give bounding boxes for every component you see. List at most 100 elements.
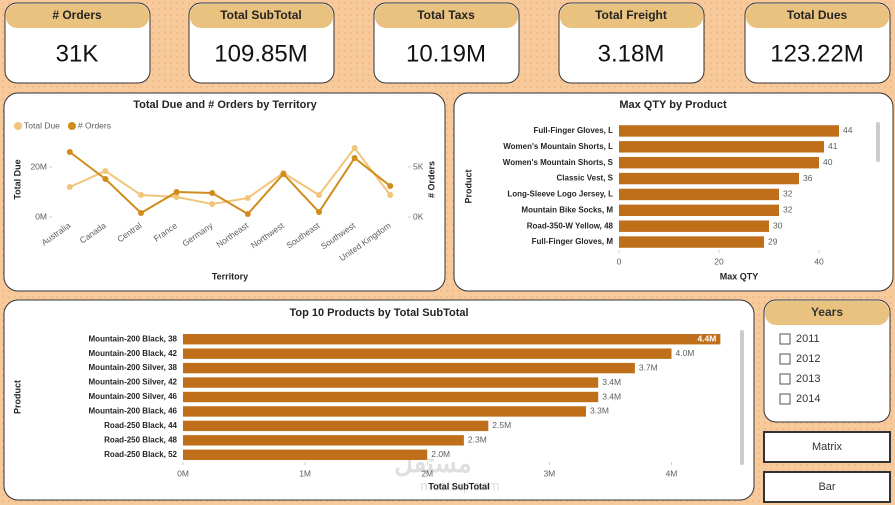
chart-title: Max QTY by Product: [619, 99, 727, 111]
slicer-item[interactable]: 2013: [796, 373, 820, 385]
x-tick-label: 0: [617, 256, 622, 266]
card-title: Total Freight: [595, 8, 667, 22]
y-tick-label: Women's Mountain Shorts, L: [503, 142, 613, 151]
y-tick-label: Classic Vest, S: [557, 174, 614, 183]
checkbox[interactable]: [779, 353, 791, 365]
x-tick-label: 0M: [177, 468, 189, 478]
data-label: 32: [783, 189, 793, 199]
y-tick-label: Road-250 Black, 48: [104, 435, 177, 444]
data-label: 3.4M: [602, 391, 621, 401]
data-label: 3.4M: [602, 377, 621, 387]
slicer-item[interactable]: 2011: [796, 333, 820, 345]
y-tick-label: Road-250 Black, 44: [104, 421, 177, 430]
slicer-title: Years: [811, 305, 843, 319]
card-value: 31K: [56, 40, 99, 67]
data-label: 41: [828, 141, 838, 151]
y-tick-label: Mountain-200 Silver, 42: [89, 378, 178, 387]
bar: [183, 362, 635, 374]
card-title: Total Dues: [787, 8, 848, 22]
bar: [183, 449, 428, 460]
button-label[interactable]: Bar: [818, 481, 835, 493]
point: [387, 183, 394, 189]
card-value: 109.85M: [214, 40, 307, 67]
x-axis-label: Territory: [212, 271, 248, 281]
checkbox[interactable]: [779, 393, 791, 405]
checkbox[interactable]: [779, 373, 791, 385]
card-value: 10.19M: [406, 40, 486, 67]
point: [316, 192, 322, 198]
button[interactable]: [763, 431, 891, 463]
point: [138, 192, 144, 198]
bar: [619, 172, 799, 185]
checkbox[interactable]: [779, 333, 791, 345]
card-header: [560, 4, 703, 28]
y2-tick-label: 5K: [413, 161, 424, 171]
point: [173, 194, 180, 200]
data-label: 2.5M: [492, 420, 511, 430]
y-tick-label: Mountain-200 Black, 46: [89, 407, 178, 416]
bar: [619, 204, 779, 217]
x-tick-label: 3M: [543, 468, 555, 478]
button[interactable]: [763, 471, 891, 503]
legend-label: # Orders: [78, 120, 111, 130]
data-label: 4.0M: [675, 348, 694, 358]
card-title: Total Taxs: [417, 8, 475, 22]
slicer-item[interactable]: 2012: [796, 353, 820, 365]
data-label: 3.3M: [590, 406, 609, 416]
chart-title: Total Due and # Orders by Territory: [133, 99, 317, 111]
point: [316, 209, 322, 215]
point: [66, 149, 73, 155]
card-value: 123.22M: [770, 40, 863, 67]
y-tick-label: Women's Mountain Shorts, S: [503, 158, 614, 167]
legend-label: Total Due: [24, 120, 60, 130]
point: [280, 171, 287, 177]
data-label: 32: [783, 205, 793, 215]
bar: [619, 188, 779, 201]
y-tick-label: Mountain-200 Black, 38: [89, 334, 178, 343]
point: [387, 192, 394, 198]
data-label: 40: [823, 157, 833, 167]
card-value: 3.18M: [598, 40, 665, 67]
data-label: 2.0M: [431, 449, 450, 459]
slicer: [763, 299, 891, 423]
y-axis-label: Product: [463, 169, 473, 203]
x-tick-label: 20: [714, 256, 724, 266]
y-tick-label: Full-Finger Gloves, L: [533, 126, 613, 135]
data-label: 2.3M: [468, 435, 487, 445]
line: [69, 146, 391, 206]
y-axis-label: Total Due: [12, 159, 22, 199]
slicer-item[interactable]: 2014: [796, 393, 820, 405]
point: [244, 195, 251, 201]
bar: [183, 377, 599, 388]
data-label: 4.4M: [697, 333, 716, 343]
data-label: 44: [843, 125, 853, 135]
y-tick-label: 20M: [30, 161, 47, 171]
card-header: [375, 4, 518, 28]
point: [244, 211, 251, 217]
y-tick-label: Mountain Bike Socks, M: [521, 205, 613, 214]
y2-tick-label: 0K: [413, 211, 424, 221]
scrollbar[interactable]: [876, 122, 880, 162]
legend-swatch: [67, 122, 76, 130]
bar: [183, 435, 464, 446]
y-tick-label: Road-350-W Yellow, 48: [527, 221, 614, 230]
x-axis-label: Total SubTotal: [428, 481, 489, 491]
card-header: [746, 4, 889, 28]
bar: [183, 348, 672, 359]
y-tick-label: Road-250 Black, 52: [104, 450, 177, 459]
point: [209, 190, 216, 196]
y2-axis-label: # Orders: [426, 161, 436, 198]
data-label: 3.7M: [639, 362, 658, 372]
button-label[interactable]: Matrix: [812, 441, 842, 453]
bar: [619, 236, 764, 248]
bar: [183, 420, 489, 432]
bar: [619, 125, 839, 137]
data-label: 36: [803, 173, 813, 183]
y-axis-label: Product: [12, 380, 22, 414]
x-tick-label: 4M: [666, 468, 678, 478]
point: [209, 201, 216, 207]
card-title: Total SubTotal: [220, 8, 302, 22]
bar: [183, 406, 587, 417]
scrollbar[interactable]: [740, 330, 744, 465]
data-label: 29: [768, 236, 778, 246]
